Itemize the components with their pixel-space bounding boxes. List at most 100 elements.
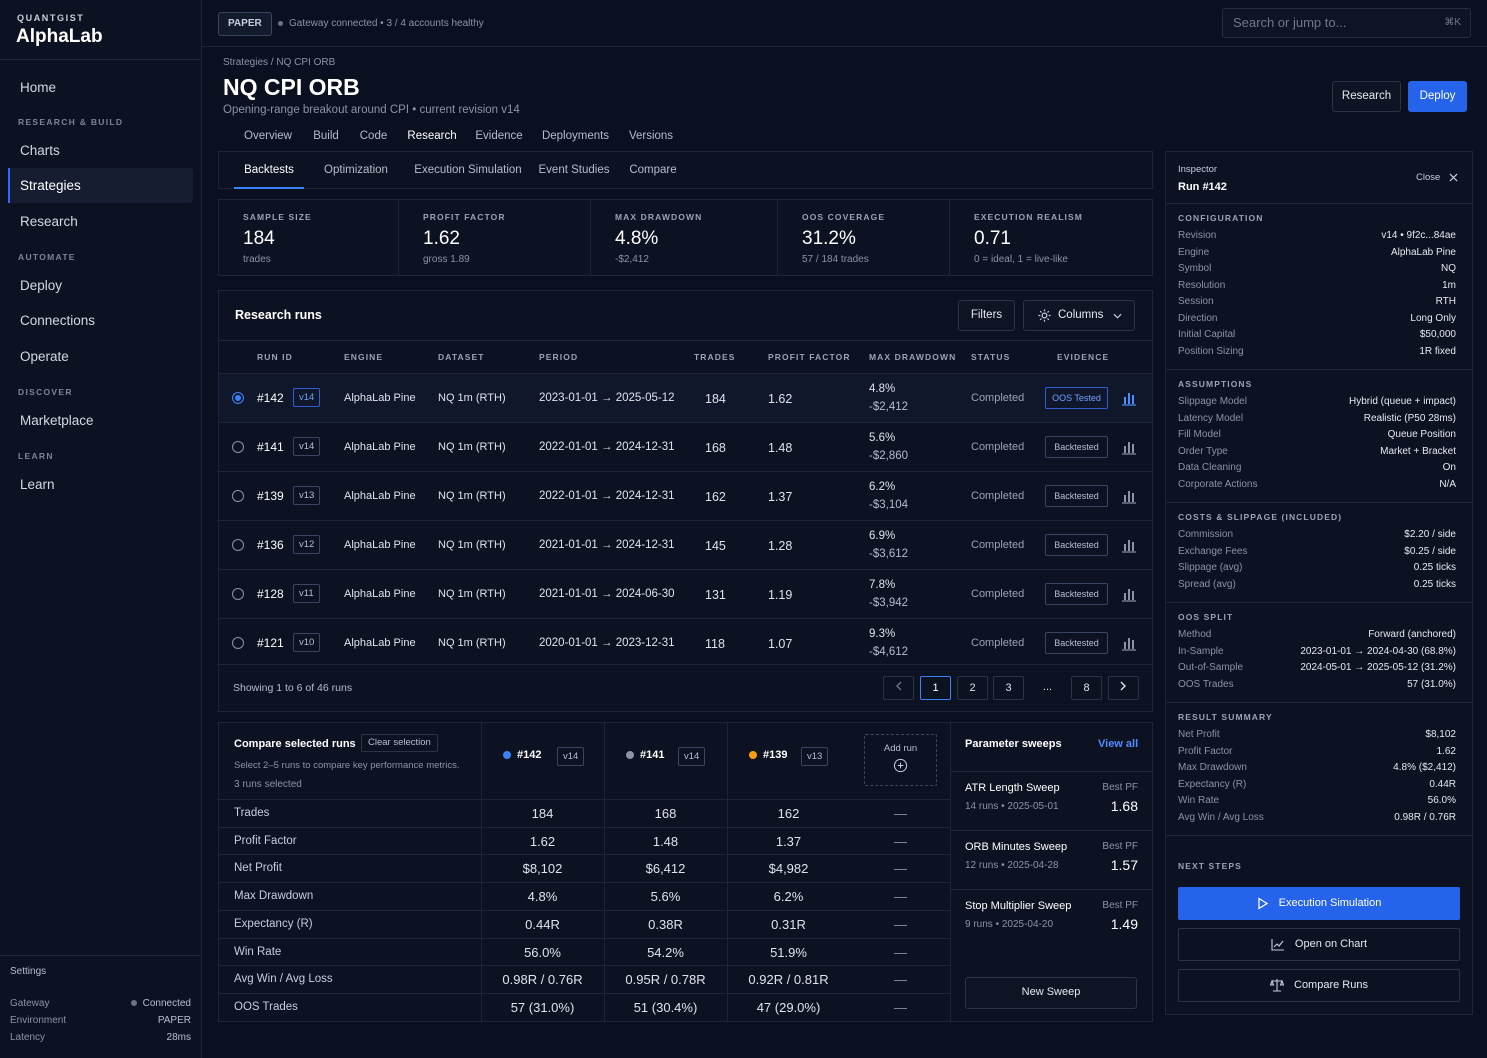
table-row[interactable]: #136 v12 AlphaLab Pine NQ 1m (RTH) 2021-01-0…	[219, 520, 1152, 569]
compare-runs-button[interactable]: Compare Runs	[1178, 969, 1460, 1002]
col-dataset[interactable]: DATASET	[438, 352, 485, 362]
columns-button[interactable]: Columns	[1023, 300, 1135, 331]
row-select-radio[interactable]	[232, 392, 244, 404]
evidence-badge[interactable]: OOS Tested	[1045, 387, 1108, 409]
clear-selection-button[interactable]: Clear selection	[361, 734, 438, 752]
sweep-item[interactable]: ATR Length Sweep 14 runs • 2025-05-01 Best…	[951, 771, 1152, 830]
table-row[interactable]: #128 v11 AlphaLab Pine NQ 1m (RTH) 2021-01-0…	[219, 569, 1152, 618]
page-1-button[interactable]: 1	[920, 676, 951, 700]
tab-deployments[interactable]: Deployments	[541, 130, 610, 142]
row-select-radio[interactable]	[232, 637, 244, 649]
tab-code[interactable]: Code	[359, 130, 388, 142]
evidence-badge[interactable]: Backtested	[1045, 632, 1108, 654]
page-2-button[interactable]: 2	[957, 676, 988, 700]
inspector-row: Commission $2.20 / side	[1178, 529, 1456, 540]
research-button[interactable]: Research	[1332, 81, 1401, 112]
inspector-section-title: RESULT SUMMARY	[1178, 712, 1273, 722]
col-evidence[interactable]: EVIDENCE	[1057, 352, 1110, 362]
inspector-key: Session	[1178, 296, 1214, 307]
run-id[interactable]: #141	[257, 440, 284, 454]
sweep-item[interactable]: Stop Multiplier Sweep 9 runs • 2025-04-20…	[951, 889, 1152, 948]
col-run-id[interactable]: RUN ID	[257, 352, 293, 362]
row-select-radio[interactable]	[232, 441, 244, 453]
subtab-event-studies[interactable]: Event Studies	[538, 164, 610, 176]
nav-home[interactable]: Home	[20, 80, 57, 95]
tab-build[interactable]: Build	[313, 130, 339, 142]
open-on-chart-button[interactable]: Open on Chart	[1178, 928, 1460, 961]
nav-deploy[interactable]: Deploy	[20, 278, 63, 293]
dataset-cell: NQ 1m (RTH)	[438, 392, 506, 404]
settings-link[interactable]: Settings	[10, 966, 47, 977]
evidence-badge[interactable]: Backtested	[1045, 534, 1108, 556]
inspector-key: Slippage Model	[1178, 396, 1247, 407]
view-all-link[interactable]: View all	[1098, 738, 1139, 750]
inspector-key: Data Cleaning	[1178, 462, 1242, 473]
version-badge: v13	[293, 486, 321, 505]
col-profit-factor[interactable]: PROFIT FACTOR	[768, 352, 851, 362]
bar-chart-icon[interactable]	[1121, 488, 1137, 504]
nav-marketplace[interactable]: Marketplace	[20, 413, 94, 428]
add-run-button[interactable]: Add run	[864, 734, 937, 786]
tab-evidence[interactable]: Evidence	[475, 130, 523, 142]
page-next-button[interactable]	[1108, 676, 1139, 700]
version-badge: v12	[293, 535, 321, 554]
nav-operate[interactable]: Operate	[20, 349, 69, 364]
row-select-radio[interactable]	[232, 539, 244, 551]
nav-connections[interactable]: Connections	[20, 313, 96, 328]
tab-versions[interactable]: Versions	[628, 130, 674, 142]
breadcrumb[interactable]: Strategies / NQ CPI ORB	[223, 57, 336, 68]
bar-chart-icon[interactable]	[1121, 390, 1137, 406]
brand-logo[interactable]: AlphaLab	[16, 26, 103, 47]
bar-chart-icon[interactable]	[1121, 439, 1137, 455]
table-row[interactable]: #141 v14 AlphaLab Pine NQ 1m (RTH) 2022-01-0…	[219, 422, 1152, 471]
subtab-compare[interactable]: Compare	[629, 164, 677, 176]
compare-runs-label: Compare Runs	[1294, 979, 1368, 991]
col-period[interactable]: PERIOD	[539, 352, 579, 362]
run-id[interactable]: #139	[257, 489, 284, 503]
page-3-button[interactable]: 3	[993, 676, 1024, 700]
run-id[interactable]: #128	[257, 587, 284, 601]
table-row[interactable]: #142 v14 AlphaLab Pine NQ 1m (RTH) 2023-01-0…	[219, 373, 1152, 422]
bar-chart-icon[interactable]	[1121, 586, 1137, 602]
subtab-backtests[interactable]: Backtests	[234, 152, 304, 189]
bar-chart-icon[interactable]	[1121, 635, 1137, 651]
col-status[interactable]: STATUS	[971, 352, 1011, 362]
execution-simulation-button[interactable]: Execution Simulation	[1178, 887, 1460, 920]
tab-research[interactable]: Research	[399, 122, 465, 153]
new-sweep-button[interactable]: New Sweep	[965, 977, 1137, 1009]
subtab-execution-simulation[interactable]: Execution Simulation	[414, 164, 522, 176]
row-select-radio[interactable]	[232, 588, 244, 600]
deploy-button[interactable]: Deploy	[1408, 81, 1467, 112]
col-trades[interactable]: TRADES	[694, 352, 736, 362]
page-prev-button[interactable]	[883, 676, 914, 700]
table-row[interactable]: #139 v13 AlphaLab Pine NQ 1m (RTH) 2022-01-0…	[219, 471, 1152, 520]
col-engine[interactable]: ENGINE	[344, 352, 384, 362]
row-select-radio[interactable]	[232, 490, 244, 502]
sweep-best-label: Best PF	[1102, 900, 1138, 911]
col-max-drawdown[interactable]: MAX DRAWDOWN	[869, 352, 957, 362]
page-8-button[interactable]: 8	[1071, 676, 1102, 700]
nav-strategies[interactable]: Strategies	[8, 168, 193, 203]
evidence-badge[interactable]: Backtested	[1045, 436, 1108, 458]
nav-charts[interactable]: Charts	[20, 143, 60, 158]
run-id[interactable]: #142	[257, 391, 284, 405]
inspector-row: Spread (avg) 0.25 ticks	[1178, 579, 1456, 590]
nav-research[interactable]: Research	[20, 214, 78, 229]
kpi-label: PROFIT FACTOR	[423, 212, 506, 222]
evidence-badge[interactable]: Backtested	[1045, 485, 1108, 507]
nav-learn[interactable]: Learn	[20, 477, 55, 492]
run-id[interactable]: #121	[257, 636, 284, 650]
table-row[interactable]: #121 v10 AlphaLab Pine NQ 1m (RTH) 2020-01-0…	[219, 618, 1152, 667]
bar-chart-icon[interactable]	[1121, 537, 1137, 553]
search-input[interactable]: Search or jump to... ⌘K	[1222, 8, 1471, 38]
sweeps-title: Parameter sweeps	[965, 738, 1062, 750]
run-id[interactable]: #136	[257, 538, 284, 552]
inspector-row: Net Profit $8,102	[1178, 729, 1456, 740]
evidence-badge[interactable]: Backtested	[1045, 583, 1108, 605]
subtab-optimization[interactable]: Optimization	[324, 164, 388, 176]
sweep-item[interactable]: ORB Minutes Sweep 12 runs • 2025-04-28 Bes…	[951, 830, 1152, 889]
divider	[1166, 835, 1472, 836]
close-button[interactable]: Close	[1416, 172, 1458, 183]
filters-button[interactable]: Filters	[958, 300, 1015, 331]
tab-overview[interactable]: Overview	[244, 130, 292, 142]
